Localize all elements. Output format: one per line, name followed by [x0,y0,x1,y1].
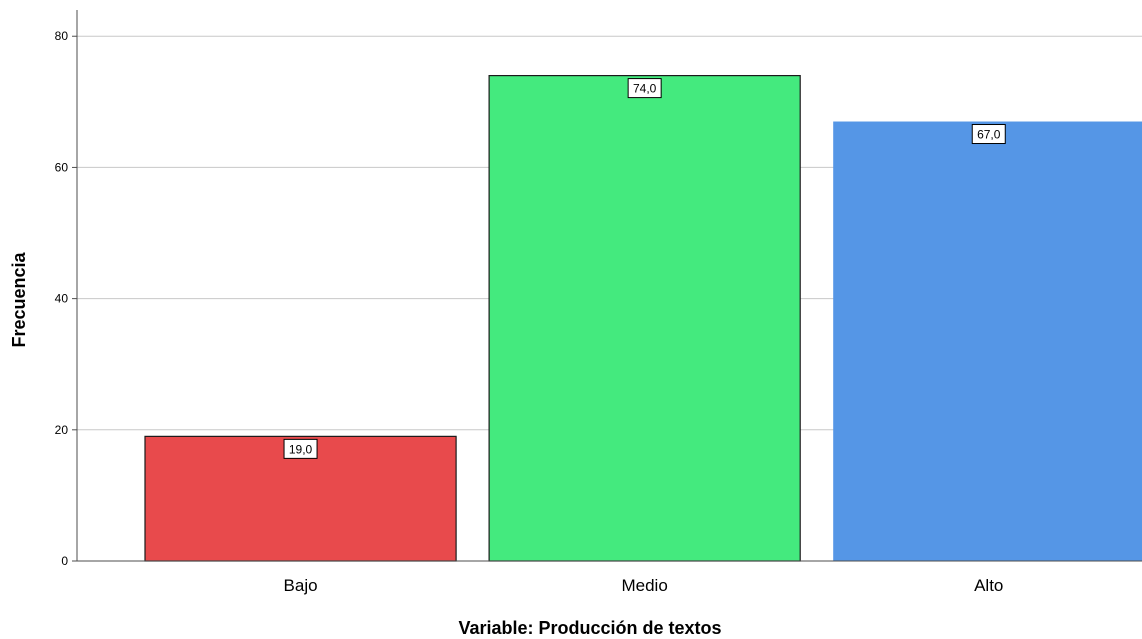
y-tick-label: 20 [55,423,69,437]
y-tick-labels: 0 20 40 60 80 [55,29,69,568]
y-axis-title: Frecuencia [9,251,29,347]
y-tick-label: 40 [55,292,69,306]
data-label-text: 74,0 [633,82,657,96]
x-tick-label: Alto [974,576,1003,595]
bar-medio [488,74,801,562]
data-label-text: 67,0 [977,128,1001,142]
x-axis-title: Variable: Producción de textos [458,618,721,638]
y-tick-label: 0 [61,554,68,568]
data-label: 19,0 [283,438,318,459]
bars [144,74,1142,562]
data-label-text: 19,0 [289,442,313,456]
data-label: 74,0 [627,78,662,99]
x-tick-label: Medio [621,576,667,595]
y-tick-label: 80 [55,29,69,43]
bar-alto [833,121,1142,561]
data-label-box [627,78,662,99]
x-tick-labels: Bajo Medio Alto [284,576,1004,595]
x-tick-label: Bajo [284,576,318,595]
data-labels: 19,0 74,0 67,0 [283,78,1006,459]
data-label: 67,0 [971,124,1006,145]
y-tick-label: 60 [55,160,69,174]
data-label-box [283,438,318,459]
axes [76,10,1142,562]
data-label-box [971,124,1006,145]
